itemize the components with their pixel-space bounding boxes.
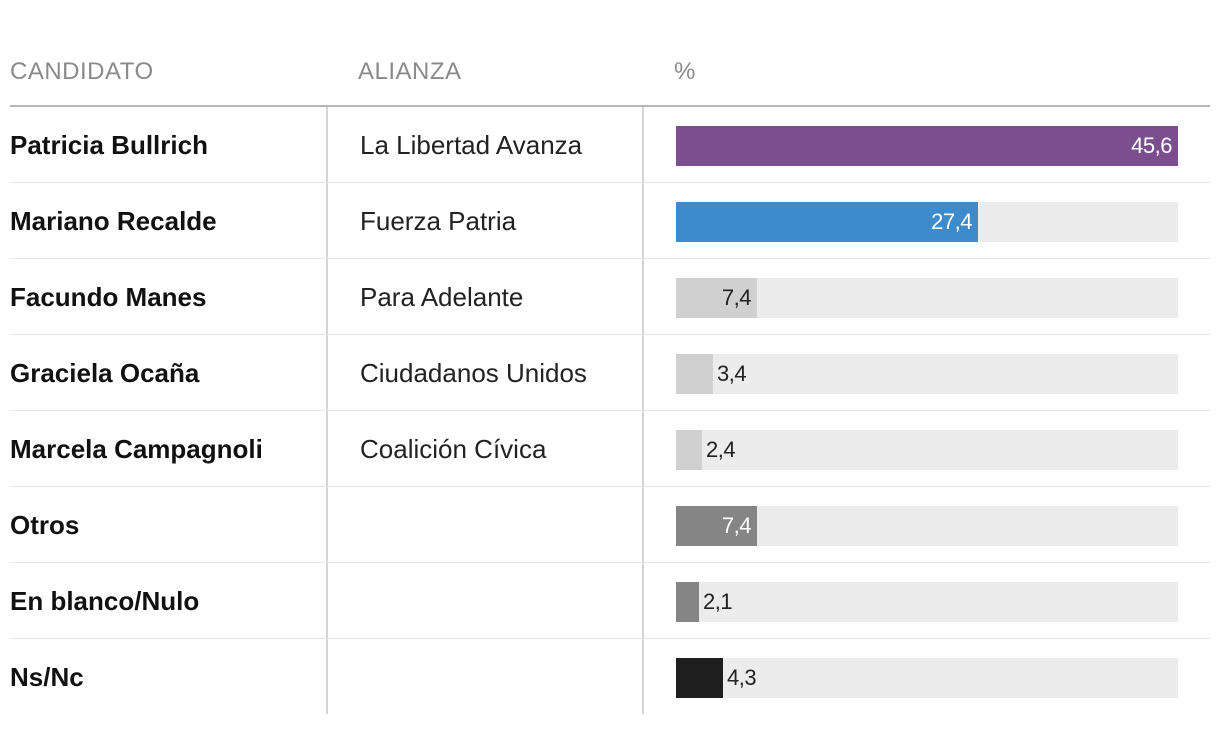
candidate-name: Mariano Recalde bbox=[10, 206, 217, 236]
bar-track: 2,4 bbox=[676, 430, 1178, 470]
bar bbox=[676, 354, 713, 394]
bar-value-label: 7,4 bbox=[721, 513, 752, 538]
row-divider bbox=[10, 334, 1210, 335]
candidate-name: Marcela Campagnoli bbox=[10, 434, 263, 464]
table-row: Marcela Campagnoli Coalición Cívica 2,4 bbox=[10, 411, 1210, 487]
row-divider bbox=[10, 258, 1210, 259]
column-header-percent: % bbox=[674, 58, 696, 85]
bar-track: 45,6 bbox=[676, 126, 1178, 166]
bar-track: 3,4 bbox=[676, 354, 1178, 394]
bar-value-label: 7,4 bbox=[721, 285, 752, 310]
candidate-name: Ns/Nc bbox=[10, 662, 84, 692]
alliance-name: Fuerza Patria bbox=[360, 206, 517, 236]
candidate-name: Otros bbox=[10, 510, 80, 540]
bar-value-label: 4,3 bbox=[727, 665, 757, 690]
candidate-name: Facundo Manes bbox=[10, 282, 207, 312]
table-header: CANDIDATO ALIANZA % bbox=[0, 0, 1220, 107]
bar-value-label: 45,6 bbox=[1131, 133, 1172, 158]
bar bbox=[676, 278, 757, 318]
bar-track: 7,4 bbox=[676, 278, 1178, 318]
row-divider bbox=[10, 182, 1210, 183]
bar-value-label: 27,4 bbox=[931, 209, 972, 234]
bar-value-label: 2,1 bbox=[703, 589, 733, 614]
column-header-candidate: CANDIDATO bbox=[10, 58, 154, 85]
table-row: Mariano Recalde Fuerza Patria 27,4 bbox=[10, 183, 1210, 259]
column-header-alliance: ALIANZA bbox=[358, 58, 462, 85]
table-row: Ns/Nc 4,3 bbox=[10, 639, 1210, 715]
bar-track: 4,3 bbox=[676, 658, 1178, 698]
table-row: Graciela Ocaña Ciudadanos Unidos 3,4 bbox=[10, 335, 1210, 411]
table-row: Otros 7,4 bbox=[10, 487, 1210, 563]
alliance-name: Coalición Cívica bbox=[360, 434, 547, 464]
table-row: En blanco/Nulo 2,1 bbox=[10, 563, 1210, 639]
bar bbox=[676, 658, 723, 698]
bar bbox=[676, 126, 1178, 166]
candidate-name: En blanco/Nulo bbox=[10, 586, 200, 616]
bar-track: 2,1 bbox=[676, 582, 1178, 622]
candidate-name: Patricia Bullrich bbox=[10, 130, 208, 160]
row-divider bbox=[10, 562, 1210, 563]
bar bbox=[676, 582, 699, 622]
table-row: Facundo Manes Para Adelante 7,4 bbox=[10, 259, 1210, 335]
table-row: Patricia Bullrich La Libertad Avanza 45,6 bbox=[10, 107, 1210, 183]
bar-value-label: 3,4 bbox=[717, 361, 747, 386]
alliance-name: Ciudadanos Unidos bbox=[360, 358, 587, 388]
bar-value-label: 2,4 bbox=[706, 437, 736, 462]
row-divider bbox=[10, 638, 1210, 639]
bar bbox=[676, 202, 978, 242]
header-divider bbox=[10, 105, 1210, 107]
bar bbox=[676, 506, 757, 546]
bar-track: 27,4 bbox=[676, 202, 1178, 242]
bar bbox=[676, 430, 702, 470]
candidate-name: Graciela Ocaña bbox=[10, 358, 200, 388]
alliance-name: La Libertad Avanza bbox=[360, 130, 583, 160]
bar-track: 7,4 bbox=[676, 506, 1178, 546]
row-divider bbox=[10, 410, 1210, 411]
row-divider bbox=[10, 486, 1210, 487]
alliance-name: Para Adelante bbox=[360, 282, 524, 312]
